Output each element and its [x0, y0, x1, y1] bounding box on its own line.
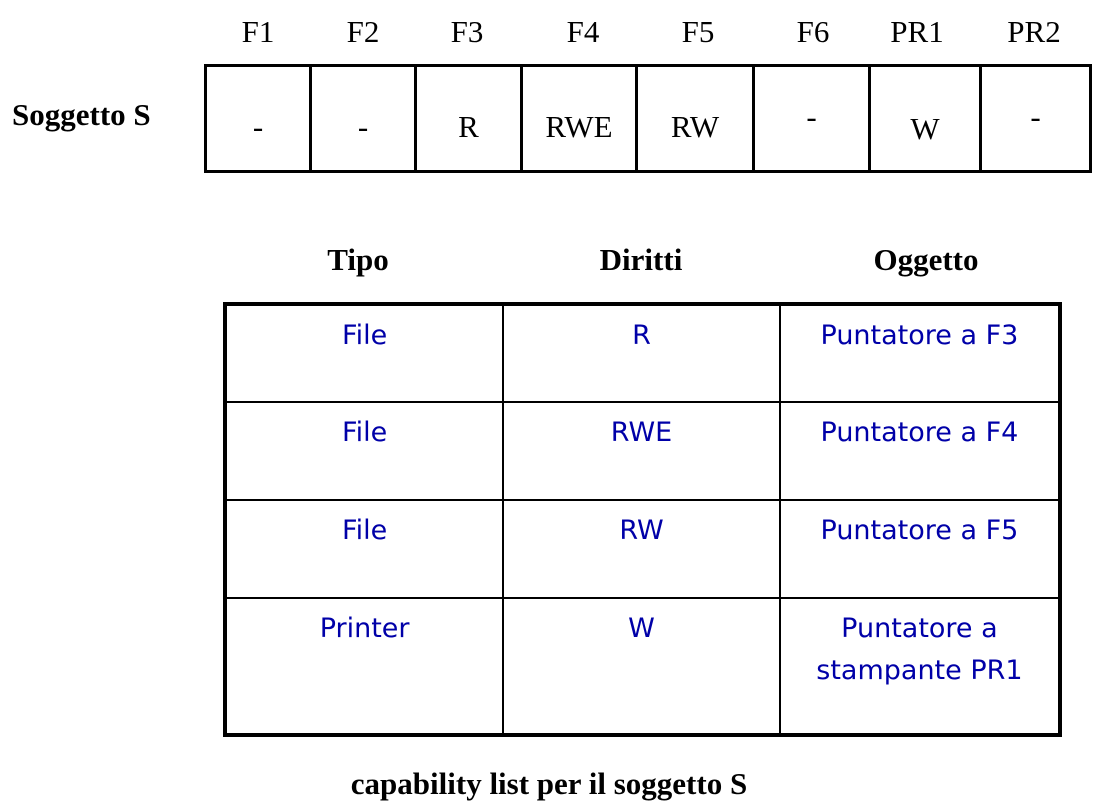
- capability-list-headers: Tipo Diritti Oggetto: [226, 242, 1068, 282]
- cell-diritti: R: [502, 303, 781, 403]
- table-row: File RW Puntatore a F5: [223, 499, 1062, 599]
- column-header-f4: F4: [566, 14, 600, 49]
- matrix-cell-pr1-value: W: [910, 111, 940, 146]
- capability-list-table: File R Puntatore a F3 File RWE Puntatore…: [223, 302, 1062, 737]
- cell-oggetto: Puntatore a F5: [778, 499, 1062, 599]
- access-matrix-column-headers: F1 F2 F3 F4 F5 F6 PR1 PR2: [204, 14, 1090, 54]
- column-header-f5: F5: [681, 14, 715, 49]
- cell-oggetto: Puntatore a F3: [778, 303, 1062, 403]
- matrix-cell-f1-value: -: [252, 109, 264, 144]
- matrix-cell-pr2: -: [982, 67, 1089, 170]
- cell-text: W: [628, 613, 655, 644]
- matrix-cell-f3-value: R: [458, 109, 479, 144]
- matrix-cell-f2-value: -: [357, 109, 369, 144]
- header-oggetto: Oggetto: [873, 242, 979, 277]
- matrix-cell-f1: -: [207, 67, 312, 170]
- cell-text: Puntatore a F4: [820, 417, 1019, 448]
- column-header-f2: F2: [346, 14, 380, 49]
- cell-tipo: File: [223, 303, 505, 403]
- column-header-pr1: PR1: [890, 14, 944, 49]
- cell-diritti: W: [502, 597, 781, 736]
- cell-oggetto: Puntatore a F4: [778, 401, 1062, 501]
- cell-text: File: [342, 515, 388, 546]
- cell-diritti: RW: [502, 499, 781, 599]
- cell-tipo: File: [223, 499, 505, 599]
- matrix-cell-f4-value: RWE: [545, 109, 613, 144]
- access-matrix-row: - - R RWE RW - W -: [204, 64, 1092, 173]
- matrix-cell-f4: RWE: [523, 67, 638, 170]
- cell-oggetto: Puntatore a stampante PR1: [778, 597, 1062, 736]
- column-header-pr2: PR2: [1007, 14, 1061, 49]
- cell-text: R: [632, 320, 651, 351]
- matrix-cell-f3: R: [417, 67, 523, 170]
- column-header-f3: F3: [450, 14, 484, 49]
- matrix-cell-f2: -: [312, 67, 417, 170]
- cell-text: Puntatore a F3: [820, 320, 1019, 351]
- cell-text: Printer: [319, 613, 410, 644]
- cell-tipo: File: [223, 401, 505, 501]
- column-header-f6: F6: [796, 14, 830, 49]
- cell-text: Puntatore a F5: [820, 515, 1019, 546]
- matrix-cell-f5: RW: [638, 67, 755, 170]
- cell-tipo: Printer: [223, 597, 505, 736]
- cell-text: File: [342, 417, 388, 448]
- matrix-cell-f6-value: -: [806, 99, 817, 134]
- cell-text: File: [342, 320, 388, 351]
- matrix-cell-pr2-value: -: [1030, 99, 1041, 134]
- table-row: File RWE Puntatore a F4: [223, 401, 1062, 501]
- matrix-cell-pr1: W: [871, 67, 982, 170]
- matrix-cell-f6: -: [755, 67, 871, 170]
- subject-row-label: Soggetto S: [12, 97, 151, 132]
- matrix-cell-f5-value: RW: [670, 109, 720, 144]
- cell-text: Puntatore a stampante PR1: [816, 613, 1023, 686]
- header-diritti: Diritti: [599, 242, 683, 277]
- figure-caption: capability list per il soggetto S: [350, 766, 748, 801]
- header-tipo: Tipo: [327, 242, 389, 277]
- cell-diritti: RWE: [502, 401, 781, 501]
- table-row: Printer W Puntatore a stampante PR1: [223, 597, 1062, 736]
- column-header-f1: F1: [241, 14, 275, 49]
- cell-text: RWE: [610, 417, 673, 448]
- table-row: File R Puntatore a F3: [223, 303, 1062, 403]
- cell-text: RW: [619, 515, 664, 546]
